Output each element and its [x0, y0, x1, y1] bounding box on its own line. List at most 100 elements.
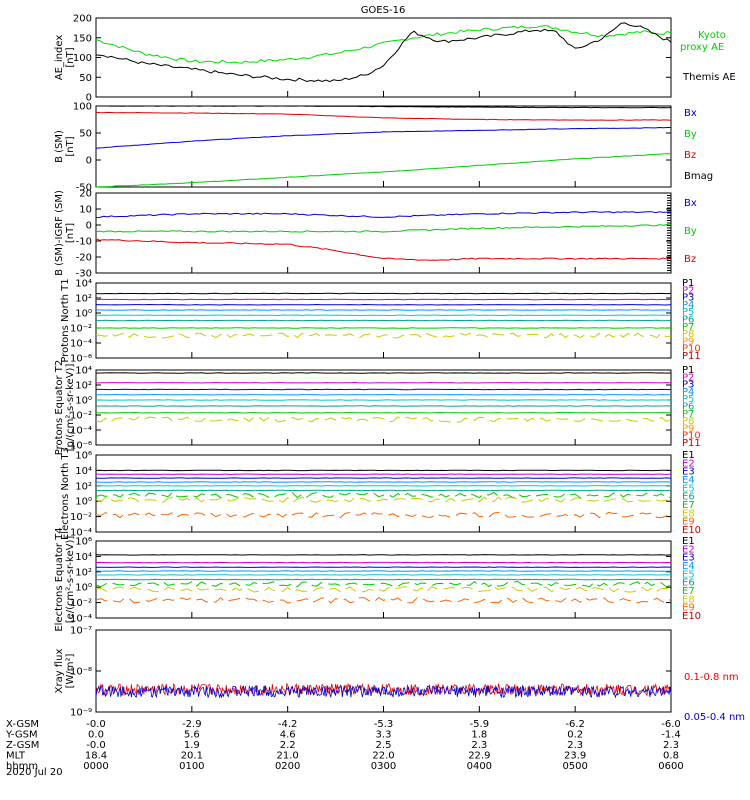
- legend-e2: E2: [682, 544, 695, 555]
- legend-e3: E3: [682, 467, 695, 478]
- orbit-value: -2.9: [182, 719, 202, 730]
- legend-p8: P8: [682, 329, 694, 340]
- orbit-value: 2.3: [663, 740, 679, 751]
- channel-line-p4: [95, 393, 672, 396]
- legend-p1: P1: [682, 278, 694, 289]
- y-axis-unit: [p/(cm²-s-sr-keV)]: [65, 364, 76, 452]
- y-tick-label: 10²: [75, 294, 92, 305]
- orbit-value: 2.2: [280, 740, 296, 751]
- channel-line-e7: [95, 580, 672, 588]
- y-tick-label: 0: [86, 156, 92, 167]
- legend-e6: E6: [682, 578, 695, 589]
- channel-line-e1: [95, 554, 672, 556]
- legend-p7: P7: [682, 409, 694, 420]
- legend-xray-short: 0.05-0.4 nm: [684, 712, 745, 723]
- orbit-value: 0.2: [567, 730, 583, 741]
- y-axis-label: AE_index: [54, 35, 65, 81]
- legend-p3: P3: [682, 380, 694, 391]
- y-tick-label: 10⁻⁶: [70, 441, 92, 452]
- y-axis-unit: [e/(cm²-s-sr-keV)]: [65, 536, 76, 624]
- legend-p6: P6: [682, 402, 694, 413]
- legend-kyoto: Kyoto: [698, 30, 726, 41]
- orbit-value: 0200: [275, 761, 300, 772]
- legend-p11: P11: [682, 438, 701, 449]
- orbit-value: 0.0: [88, 730, 104, 741]
- legend-p4: P4: [682, 387, 694, 398]
- y-tick-label: 10⁶: [75, 451, 92, 462]
- y-tick-label: 10⁻⁴: [70, 426, 92, 437]
- y-tick-label: 10⁶: [75, 537, 92, 548]
- panel-7: 10⁻⁴ 10⁻² 10⁰ 10² 10⁴ 10⁶ Electrons Equator T4…: [54, 527, 701, 631]
- legend-p4: P4: [682, 300, 694, 311]
- y-tick-label: 0: [86, 221, 92, 232]
- y-axis-unit: [nT]: [65, 47, 76, 67]
- panel-frame: [95, 369, 672, 446]
- y-tick-label: 50: [79, 129, 92, 140]
- panel-frame: [95, 192, 672, 274]
- legend-e1: E1: [682, 450, 695, 461]
- orbit-value: 4.6: [280, 730, 296, 741]
- orbit-value: 1.8: [471, 730, 487, 741]
- orbit-row-label: X-GSM: [6, 719, 39, 730]
- y-axis-unit: [nT]: [65, 136, 76, 156]
- legend-p10: P10: [682, 431, 701, 442]
- legend-e6: E6: [682, 492, 695, 503]
- panel-5: 10⁻⁶ 10⁻⁴ 10⁻² 10⁰ 10² 10⁴ Protons Equator T2[…: [54, 360, 701, 456]
- y-axis-unit: [W/m²]: [65, 653, 76, 688]
- channel-line-p5: [95, 314, 672, 317]
- y-tick-label: 10⁰: [75, 309, 92, 320]
- orbit-value: 2.3: [471, 740, 487, 751]
- legend-e7: E7: [682, 586, 695, 597]
- panel-6: 10⁻⁴ 10⁻² 10⁰ 10² 10⁴ 10⁶ Electrons North T3 E1…: [60, 447, 701, 540]
- legend-p6: P6: [682, 315, 694, 326]
- y-tick-label: -50: [76, 183, 92, 194]
- panel-frame: [95, 454, 672, 533]
- y-tick-label: 10⁻²: [70, 598, 92, 609]
- orbit-value: 21.0: [277, 751, 299, 762]
- channel-line-e6: [95, 489, 672, 492]
- y-tick-label: 10⁰: [75, 396, 92, 407]
- y-tick-label: 10²: [75, 567, 92, 578]
- y-tick-label: 100: [73, 102, 92, 113]
- legend-e8: E8: [682, 508, 695, 519]
- y-tick-label: -10: [76, 237, 92, 248]
- orbit-value: -5.9: [470, 719, 490, 730]
- orbit-value: 5.6: [184, 730, 200, 741]
- channel-line-e4: [95, 570, 672, 572]
- y-tick-label: 10⁰: [75, 583, 92, 594]
- legend-p3: P3: [682, 293, 694, 304]
- legend-themis-ae: Themis AE: [682, 72, 736, 83]
- y-axis-label: B (SM)-IGRF (SM): [54, 190, 65, 276]
- orbit-value: 18.4: [85, 751, 107, 762]
- legend-proxy-ae: proxy AE: [680, 42, 724, 53]
- y-tick-label: -30: [76, 269, 92, 280]
- orbit-value: 0.8: [663, 751, 679, 762]
- orbit-value: 0600: [658, 761, 683, 772]
- series-line-bz: [95, 238, 672, 261]
- y-tick-label: 10⁻⁶: [70, 354, 92, 365]
- channel-line-p8: [95, 332, 672, 339]
- panel-frame: [95, 629, 672, 713]
- y-tick-label: 10⁻⁷: [70, 626, 92, 637]
- channel-line-p3: [95, 303, 672, 306]
- channel-line-e7: [95, 491, 672, 499]
- channel-line-p7: [95, 411, 672, 414]
- orbit-value: -4.2: [278, 719, 298, 730]
- orbit-value: -5.3: [374, 719, 394, 730]
- legend-p2: P2: [682, 372, 694, 383]
- y-tick-label: 10⁻⁴: [70, 614, 92, 625]
- y-tick-label: 10⁻⁴: [70, 339, 92, 350]
- legend-p10: P10: [682, 344, 701, 355]
- legend-p1: P1: [682, 365, 694, 376]
- channel-line-p2: [95, 381, 672, 384]
- legend-by: By: [684, 226, 697, 237]
- y-axis-label: Electrons Equator T4: [54, 527, 65, 631]
- orbit-value: 3.3: [376, 730, 392, 741]
- y-tick-label: 10²: [75, 381, 92, 392]
- y-axis-label: Protons North T1: [60, 278, 71, 362]
- figure-title: GOES-16: [361, 5, 406, 16]
- channel-line-e8: [95, 586, 672, 593]
- legend-e5: E5: [682, 569, 695, 580]
